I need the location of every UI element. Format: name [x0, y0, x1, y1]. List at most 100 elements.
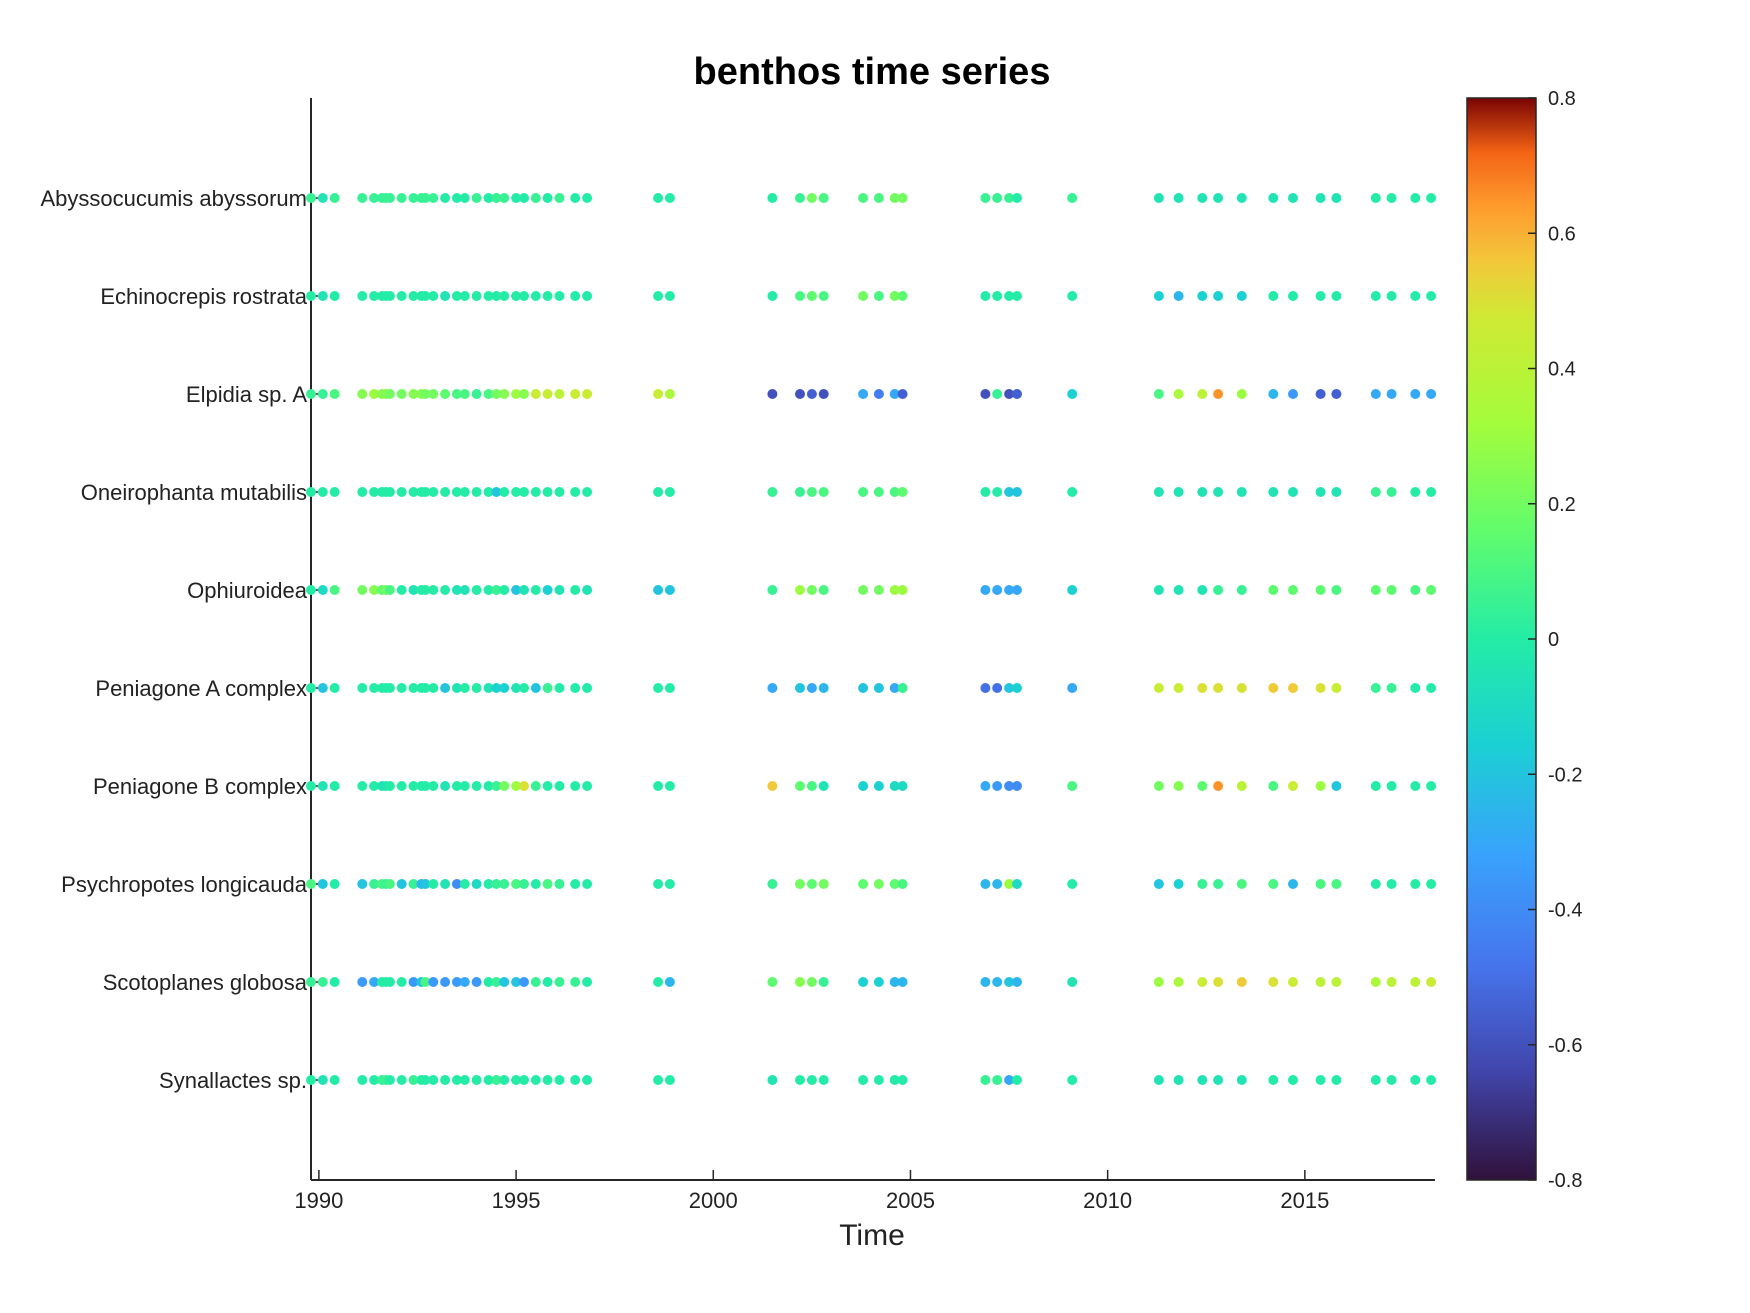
- data-point: [806, 879, 817, 889]
- data-point: [1426, 683, 1437, 693]
- data-point: [428, 879, 439, 889]
- data-point: [451, 487, 462, 497]
- data-point: [357, 487, 368, 497]
- data-point: [317, 487, 328, 497]
- data-point: [420, 781, 431, 791]
- data-point: [653, 683, 664, 693]
- data-point: [653, 585, 664, 595]
- data-point: [897, 1075, 908, 1085]
- data-point: [1153, 977, 1164, 987]
- data-point: [384, 781, 395, 791]
- data-point: [1370, 683, 1381, 693]
- data-point: [459, 389, 470, 399]
- data-point: [1288, 879, 1298, 889]
- data-point: [511, 291, 522, 301]
- data-point: [459, 781, 470, 791]
- data-point: [554, 977, 565, 987]
- x-axis-label: Time: [839, 1219, 905, 1252]
- data-point: [483, 1075, 494, 1085]
- data-point: [369, 683, 380, 693]
- data-point: [511, 781, 522, 791]
- data-point: [767, 291, 778, 301]
- data-point: [980, 585, 991, 595]
- y-axis-labels: Abyssocucumis abyssorum Echinocrepis rost…: [40, 186, 319, 1093]
- data-point: [1213, 1075, 1224, 1085]
- data-point: [317, 585, 328, 595]
- plot-axes: [310, 98, 1435, 1181]
- data-point: [806, 291, 817, 301]
- data-point: [384, 291, 395, 301]
- data-point: [317, 389, 328, 399]
- data-point: [858, 193, 869, 203]
- data-point: [554, 1075, 565, 1085]
- data-point: [1288, 1075, 1298, 1085]
- data-point: [306, 683, 316, 693]
- data-point: [1236, 977, 1247, 987]
- data-point: [818, 781, 829, 791]
- data-point: [329, 1075, 340, 1085]
- data-point: [1410, 879, 1421, 889]
- data-point: [582, 683, 593, 693]
- data-point: [369, 879, 380, 889]
- data-point: [329, 291, 340, 301]
- data-point: [519, 487, 529, 497]
- data-point: [889, 1075, 900, 1085]
- data-point: [511, 487, 522, 497]
- data-point: [511, 1075, 522, 1085]
- data-point: [582, 291, 593, 301]
- data-point: [889, 683, 900, 693]
- data-point: [1236, 781, 1247, 791]
- data-point: [1213, 781, 1224, 791]
- data-point: [570, 585, 581, 595]
- data-point: [1410, 193, 1421, 203]
- data-point: [491, 683, 502, 693]
- data-point: [471, 585, 482, 595]
- data-point: [897, 683, 908, 693]
- data-point: [471, 291, 482, 301]
- data-point: [767, 879, 778, 889]
- data-point: [440, 1075, 451, 1085]
- data-point: [1331, 193, 1342, 203]
- data-point: [396, 193, 407, 203]
- data-point: [992, 1075, 1003, 1085]
- data-point: [306, 977, 316, 987]
- data-point: [1173, 1075, 1184, 1085]
- data-point: [408, 683, 419, 693]
- data-point: [570, 781, 581, 791]
- data-point: [570, 291, 581, 301]
- chart-title: benthos time series: [694, 51, 1051, 93]
- data-point: [384, 585, 395, 595]
- x-tick-label: 2000: [689, 1188, 738, 1213]
- data-point: [1268, 1075, 1279, 1085]
- data-point: [428, 1075, 439, 1085]
- data-point: [1197, 977, 1208, 987]
- data-point: [459, 487, 470, 497]
- data-point: [459, 1075, 470, 1085]
- data-point: [483, 683, 494, 693]
- data-point: [384, 389, 395, 399]
- x-tick-label: 1995: [492, 1188, 541, 1213]
- data-point: [1213, 585, 1224, 595]
- data-point: [491, 291, 502, 301]
- data-point: [1153, 389, 1164, 399]
- data-point: [818, 879, 829, 889]
- data-point: [306, 389, 316, 399]
- data-point: [795, 683, 805, 693]
- data-point: [542, 389, 553, 399]
- data-point: [329, 193, 340, 203]
- y-tick-label: Ophiuroidea: [187, 578, 308, 603]
- data-point: [384, 879, 395, 889]
- data-point: [428, 193, 439, 203]
- data-point: [408, 585, 419, 595]
- data-point: [554, 585, 565, 595]
- data-point: [306, 585, 316, 595]
- data-point: [858, 977, 869, 987]
- data-point: [1268, 487, 1279, 497]
- y-tick-label: Peniagone B complex: [93, 774, 307, 799]
- data-point: [1410, 977, 1421, 987]
- colorbar-tick-label: 0.2: [1548, 494, 1576, 516]
- data-point: [369, 389, 380, 399]
- data-point: [459, 683, 470, 693]
- data-point: [1331, 487, 1342, 497]
- data-point: [530, 585, 541, 595]
